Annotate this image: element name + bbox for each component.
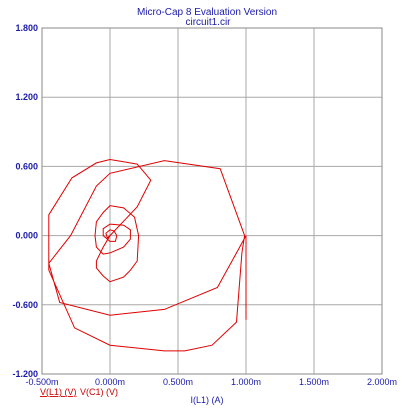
legend-entry-vl1: V(L1) (V) <box>40 387 77 397</box>
plot-frame <box>41 27 383 375</box>
x-tick-label: 1.500m <box>299 377 329 387</box>
x-tick-label: 2.000m <box>367 377 397 387</box>
chart-subtitle: circuit1.cir <box>185 17 231 28</box>
chart-title: Micro-Cap 8 Evaluation Version <box>137 7 277 18</box>
y-tick-label: -1.200 <box>12 369 38 379</box>
x-tick-label: 1.000m <box>231 377 261 387</box>
legend-entry-vc1: V(C1) (V) <box>80 387 118 397</box>
y-tick-label: 1.800 <box>15 23 38 33</box>
y-tick-labels: 1.800 1.200 0.600 0.000 -0.600 -1.200 <box>12 23 38 379</box>
series-line-0 <box>48 158 247 352</box>
x-tick-label: -0.500m <box>25 377 58 387</box>
y-tick-label: -0.600 <box>12 300 38 310</box>
traces <box>48 158 247 352</box>
x-tick-label: 0.500m <box>163 377 193 387</box>
grid <box>42 28 382 374</box>
x-axis-label: I(L1) (A) <box>190 395 223 405</box>
y-tick-label: 0.600 <box>15 161 38 171</box>
y-tick-label: 0.000 <box>15 231 38 241</box>
x-tick-labels: -0.500m 0.000m 0.500m 1.000m 1.500m 2.000m <box>25 377 397 387</box>
x-tick-label: 0.000m <box>95 377 125 387</box>
y-tick-label: 1.200 <box>15 92 38 102</box>
